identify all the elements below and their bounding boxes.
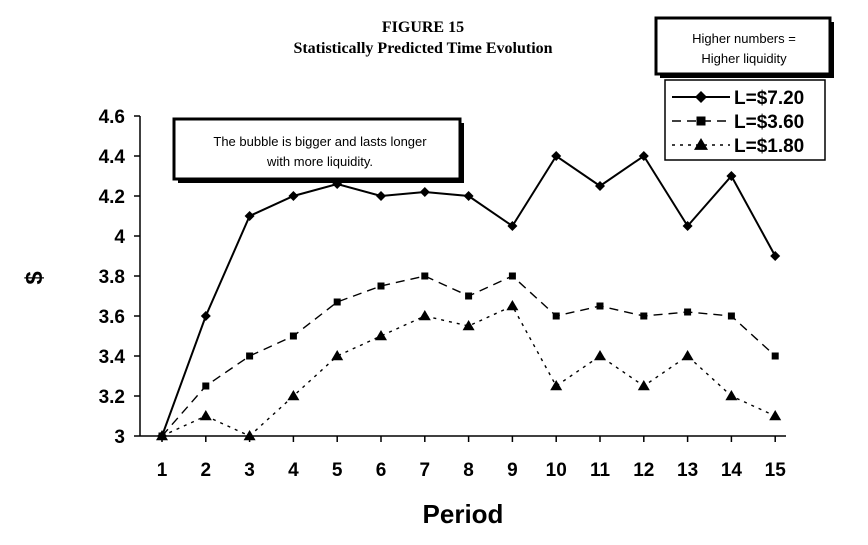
legend-swatch-marker	[694, 138, 708, 150]
y-axis-ticks: 3 3.2 3.4 3.6 3.8 4 4.2 4.4 4.6	[99, 107, 140, 448]
data-point	[550, 380, 563, 391]
x-axis-label: Period	[423, 499, 504, 529]
liquidity-annotation-line-2: Higher liquidity	[701, 51, 787, 66]
data-point	[682, 221, 693, 231]
data-point	[684, 308, 692, 316]
data-point	[726, 171, 737, 181]
data-point	[507, 221, 518, 231]
data-point	[156, 430, 168, 441]
x-tick-label: 2	[201, 460, 212, 481]
series-line	[161, 275, 776, 437]
bubble-annotation-box	[172, 117, 462, 181]
x-tick-label: 11	[590, 460, 611, 481]
series-diamond	[157, 151, 781, 441]
data-point	[376, 191, 386, 201]
y-tick-label: 3.6	[99, 307, 125, 328]
data-point	[331, 350, 344, 361]
x-tick-label: 15	[765, 460, 787, 481]
series-triangle	[156, 300, 782, 441]
data-point	[725, 390, 738, 401]
y-tick-label: 4.6	[99, 107, 125, 128]
chart-title: Statistically Predicted Time Evolution	[293, 40, 552, 57]
data-point	[287, 390, 300, 401]
data-point	[727, 312, 735, 320]
y-axis-label: $	[21, 271, 48, 285]
data-point	[202, 382, 210, 390]
x-tick-label: 12	[633, 460, 654, 481]
x-tick-label: 10	[546, 460, 567, 481]
data-point	[333, 298, 341, 306]
x-tick-label: 13	[677, 460, 698, 481]
data-point	[771, 352, 779, 360]
x-tick-label: 8	[463, 460, 474, 481]
x-axis-ticks: 1 2 3 4 5 6 7 8 9 10 11 12 13 14 15	[157, 436, 786, 481]
legend-swatch-marker	[696, 116, 706, 126]
data-point	[377, 282, 385, 290]
series-layer	[156, 151, 782, 441]
data-point	[506, 300, 519, 311]
data-point	[637, 380, 650, 391]
data-point	[594, 350, 606, 361]
x-tick-label: 6	[376, 460, 387, 481]
x-tick-label: 5	[332, 460, 343, 481]
legend-label: L=$1.80	[734, 136, 804, 157]
data-point	[289, 332, 297, 340]
liquidity-annotation: Higher numbers = Higher liquidity	[654, 16, 834, 78]
figure-label: FIGURE 15	[382, 19, 464, 36]
y-tick-label: 4	[114, 227, 125, 248]
data-point	[246, 352, 254, 360]
x-tick-label: 7	[420, 460, 431, 481]
data-point	[770, 251, 781, 261]
data-point	[462, 320, 475, 331]
legend-label: L=$7.20	[734, 88, 804, 109]
legend: L=$7.20 L=$3.60 L=$1.80	[664, 79, 826, 161]
data-point	[465, 292, 473, 300]
data-point	[595, 181, 605, 191]
series-square	[158, 272, 779, 440]
data-point	[243, 430, 256, 441]
legend-item: L=$7.20	[672, 88, 804, 109]
data-point	[638, 151, 649, 161]
y-tick-label: 3	[114, 427, 125, 448]
data-point	[508, 272, 516, 280]
data-point	[463, 191, 474, 201]
x-tick-label: 4	[288, 460, 299, 481]
data-point	[288, 191, 299, 201]
bubble-annotation-line-2: with more liquidity.	[266, 154, 373, 169]
data-point	[200, 311, 211, 321]
legend-box	[664, 79, 826, 161]
bubble-annotation: The bubble is bigger and lasts longer wi…	[172, 117, 464, 183]
y-tick-label: 3.2	[99, 387, 125, 408]
legend-item: L=$1.80	[672, 136, 804, 157]
data-point	[596, 302, 604, 310]
x-tick-label: 9	[507, 460, 518, 481]
data-point	[244, 211, 255, 221]
liquidity-annotation-line-1: Higher numbers =	[692, 31, 796, 46]
legend-label: L=$3.60	[734, 112, 804, 133]
y-tick-label: 3.4	[99, 347, 126, 368]
liquidity-annotation-box	[654, 16, 832, 76]
data-point	[421, 272, 429, 280]
y-tick-label: 3.8	[99, 267, 125, 288]
data-point	[418, 310, 431, 321]
x-tick-label: 3	[244, 460, 255, 481]
data-point	[419, 187, 430, 197]
y-tick-label: 4.2	[99, 187, 125, 208]
legend-items: L=$7.20 L=$3.60 L=$1.80	[672, 88, 804, 157]
data-point	[552, 312, 560, 320]
data-point	[551, 151, 562, 161]
bubble-annotation-line-1: The bubble is bigger and lasts longer	[213, 134, 427, 149]
legend-swatch-marker	[695, 91, 707, 103]
data-point	[681, 350, 694, 361]
y-tick-label: 4.4	[99, 147, 126, 168]
data-point	[769, 410, 782, 421]
data-point	[199, 410, 212, 421]
legend-item: L=$3.60	[672, 112, 804, 133]
x-tick-label: 14	[721, 460, 743, 481]
x-tick-label: 1	[157, 460, 168, 481]
data-point	[375, 330, 387, 341]
data-point	[640, 312, 648, 320]
